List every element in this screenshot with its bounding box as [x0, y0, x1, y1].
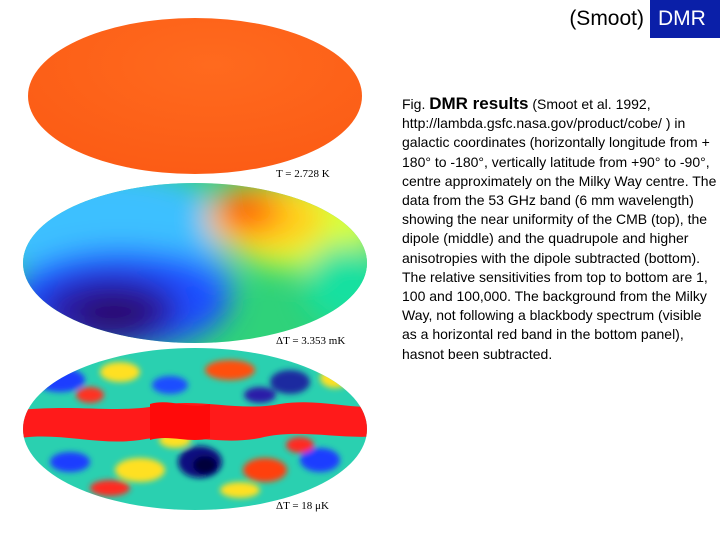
anisotropy-map	[23, 348, 367, 510]
bottom-map-label: ΔT = 18 μK	[276, 500, 329, 512]
caption-title: DMR results	[429, 94, 529, 113]
slide-header: (Smoot) DMR	[569, 0, 720, 38]
caption-body: http://lambda.gsfc.nasa.gov/product/cobe…	[402, 115, 717, 362]
dipole-map	[23, 183, 367, 343]
sky-maps: T = 2.728 K ΔT = 3.353 mK ΔT = 18 μK	[23, 18, 367, 512]
header-title-plain: (Smoot)	[569, 7, 644, 30]
sky-maps-figure	[23, 18, 367, 510]
header-title-highlight: DMR	[650, 0, 720, 38]
cmb-uniform-map	[28, 18, 362, 174]
caption-citation: (Smoot et al. 1992,	[532, 96, 651, 112]
caption-prefix: Fig.	[402, 96, 426, 112]
figure-caption: Fig. DMR results (Smoot et al. 1992, htt…	[402, 94, 718, 364]
middle-map-label: ΔT = 3.353 mK	[276, 335, 346, 347]
top-map-label: T = 2.728 K	[276, 168, 330, 180]
